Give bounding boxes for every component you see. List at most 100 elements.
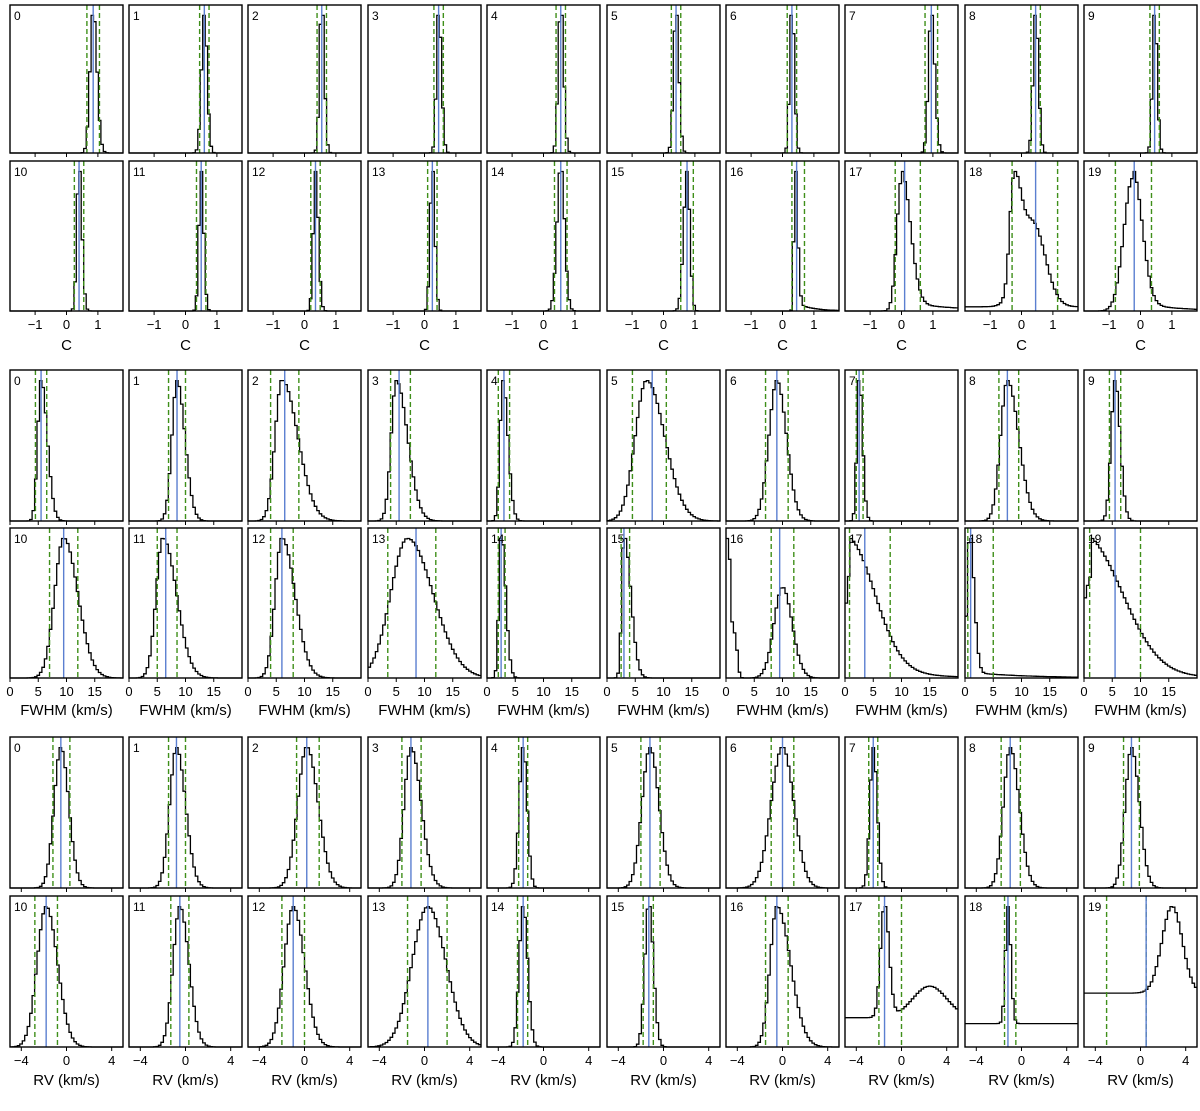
panel-label: 17 <box>849 900 863 914</box>
x-tick-label: 5 <box>154 684 161 699</box>
histogram-steps <box>487 170 600 312</box>
x-tick-label: 0 <box>722 684 729 699</box>
x-tick-label: 0 <box>898 317 905 332</box>
histogram-steps <box>845 379 958 522</box>
histogram-panel: 6 <box>725 736 840 892</box>
panel-label: 16 <box>730 532 744 546</box>
histogram-steps <box>248 170 361 312</box>
panel-label: 14 <box>491 900 505 914</box>
x-axis-label: C <box>777 337 788 354</box>
x-tick-label: −4 <box>730 1053 745 1068</box>
x-tick-label: −4 <box>1088 1053 1103 1068</box>
histogram-steps <box>607 170 720 312</box>
histogram-steps <box>845 14 958 154</box>
x-axis-label: RV (km/s) <box>868 1072 934 1089</box>
x-tick-label: −4 <box>252 1053 267 1068</box>
panel-label: 15 <box>611 165 625 179</box>
panel-frame <box>367 160 482 312</box>
histogram-panel: 4 <box>486 736 601 892</box>
x-axis-label: FWHM (km/s) <box>378 702 470 719</box>
panel-label: 9 <box>1088 374 1095 388</box>
panel-label: 5 <box>611 9 618 23</box>
histogram-steps <box>607 14 720 154</box>
histogram-panel: 19 −4 0 4 RV (km/s) <box>1083 895 1198 1089</box>
panel-frame <box>247 160 362 312</box>
panel-frame <box>9 4 124 154</box>
histogram-panel: 15 −4 0 4 RV (km/s) <box>606 895 721 1089</box>
x-tick-label: 0 <box>540 1053 547 1068</box>
histogram-steps <box>129 537 242 679</box>
histogram-panel: 3 <box>367 736 482 892</box>
x-tick-label: 0 <box>1137 317 1144 332</box>
histogram-steps <box>726 905 839 1048</box>
histogram-steps <box>1084 746 1197 889</box>
histogram-panel: 4 <box>486 4 601 157</box>
histogram-panel: 11 −1 0 1 C <box>128 160 243 354</box>
x-tick-label: 10 <box>775 684 789 699</box>
histogram-steps <box>845 746 958 889</box>
histogram-steps <box>248 537 361 679</box>
panel-label: 8 <box>969 374 976 388</box>
histogram-panel: 12 0 5 10 15 FWHM (km/s) <box>244 527 362 719</box>
histogram-steps <box>129 905 242 1048</box>
histogram-panel: 7 <box>844 736 959 892</box>
x-tick-label: 5 <box>751 684 758 699</box>
panel-label: 10 <box>14 900 28 914</box>
histogram-steps <box>726 170 839 312</box>
x-axis-label: RV (km/s) <box>1107 1072 1173 1089</box>
panel-label: 9 <box>1088 9 1095 23</box>
histogram-steps <box>368 14 481 154</box>
histogram-steps <box>129 14 242 154</box>
histogram-panel: 13 0 5 10 15 FWHM (km/s) <box>364 527 482 719</box>
x-tick-label: 4 <box>466 1053 473 1068</box>
x-tick-label: 0 <box>125 684 132 699</box>
panel-label: 2 <box>252 9 259 23</box>
x-tick-label: 0 <box>301 317 308 332</box>
x-axis-label: RV (km/s) <box>271 1072 337 1089</box>
histogram-panel: 4 <box>486 369 601 525</box>
panel-label: 0 <box>14 741 21 755</box>
histogram-panel: 18 −1 0 1 C <box>964 160 1079 354</box>
histogram-panel: 16 0 5 10 15 FWHM (km/s) <box>722 527 840 719</box>
histogram-panel: 9 <box>1083 369 1198 525</box>
panel-frame <box>964 4 1079 154</box>
x-tick-label: 4 <box>705 1053 712 1068</box>
histogram-steps <box>10 905 123 1048</box>
x-tick-label: 0 <box>182 317 189 332</box>
panel-label: 16 <box>730 900 744 914</box>
x-tick-label: 5 <box>273 684 280 699</box>
x-tick-label: 5 <box>870 684 877 699</box>
panel-frame <box>725 527 840 679</box>
x-tick-label: 4 <box>1182 1053 1189 1068</box>
histogram-panel: 8 <box>964 4 1079 157</box>
histogram-panel: 14 −1 0 1 C <box>486 160 601 354</box>
panel-label: 6 <box>730 741 737 755</box>
x-tick-label: 0 <box>660 1053 667 1068</box>
histogram-panel: 17 −4 0 4 RV (km/s) <box>844 895 959 1089</box>
x-tick-label: −4 <box>14 1053 29 1068</box>
histogram-panel: 3 <box>367 369 482 525</box>
x-tick-label: 0 <box>63 317 70 332</box>
x-tick-label: 1 <box>929 317 936 332</box>
x-tick-label: 0 <box>483 684 490 699</box>
x-axis-label: C <box>419 337 430 354</box>
panel-label: 12 <box>252 165 266 179</box>
panel-label: 11 <box>133 165 146 179</box>
panel-frame <box>9 527 124 679</box>
x-tick-label: −1 <box>1102 317 1117 332</box>
x-tick-label: 0 <box>364 684 371 699</box>
panel-label: 8 <box>969 9 976 23</box>
x-tick-label: 10 <box>656 684 670 699</box>
histogram-panel: 10 −1 0 1 C <box>9 160 124 354</box>
panel-label: 7 <box>849 741 856 755</box>
panel-label: 13 <box>372 165 386 179</box>
histogram-steps <box>248 746 361 889</box>
panel-label: 11 <box>133 900 146 914</box>
histogram-steps <box>10 14 123 154</box>
histogram-panel: 5 <box>606 4 721 157</box>
histogram-steps <box>129 170 242 312</box>
x-tick-label: −1 <box>983 317 998 332</box>
histogram-steps <box>248 379 361 522</box>
x-tick-label: −1 <box>28 317 43 332</box>
x-axis-label: RV (km/s) <box>152 1072 218 1089</box>
